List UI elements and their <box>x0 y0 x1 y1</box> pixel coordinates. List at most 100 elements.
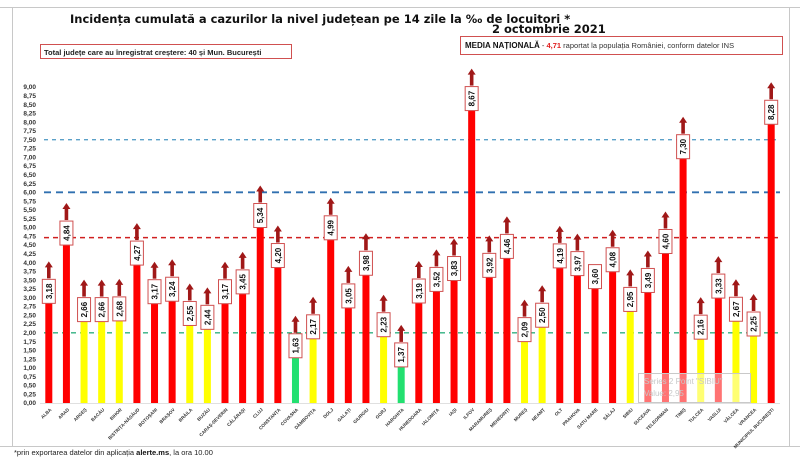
national-average-value: 4,71 <box>546 41 562 50</box>
value-label: 3,92 <box>485 257 494 273</box>
y-tick-label: 6,25 <box>23 181 36 188</box>
trend-up-arrow-icon <box>714 256 723 263</box>
bar <box>450 268 458 403</box>
value-label-box <box>341 283 356 309</box>
y-tick-label: 0,75 <box>23 374 36 381</box>
footnote: *prin exportarea datelor din aplicația a… <box>14 448 213 457</box>
value-label-box <box>711 273 726 299</box>
x-tick-label: TIMIȘ <box>675 407 688 420</box>
bar <box>521 329 529 403</box>
value-label-box <box>623 286 638 312</box>
trend-up-arrow-icon <box>555 225 564 232</box>
trend-up-arrow-icon <box>80 279 89 286</box>
x-tick-label: SIBIU <box>622 407 635 420</box>
trend-up-arrow-shaft <box>469 73 474 86</box>
trend-up-arrow-icon <box>502 216 511 223</box>
value-label-box <box>411 278 426 304</box>
tooltip-series-point: Series 2 Point "SIBIU" <box>644 377 723 386</box>
bar <box>45 291 53 403</box>
trend-up-arrow-icon <box>731 279 740 286</box>
bar <box>151 291 159 403</box>
value-label-box <box>676 134 691 160</box>
value-label: 4,08 <box>609 251 618 267</box>
value-label: 3,33 <box>714 278 723 294</box>
x-tick-label: CĂLĂRAȘI <box>225 406 247 428</box>
x-tick-label: BUZĂU <box>195 406 211 422</box>
footnote-suffix: , la ora 10.00 <box>169 448 213 457</box>
national-average-note: raportat la populația României, conform … <box>561 41 735 50</box>
bar <box>256 215 264 403</box>
value-label: 3,45 <box>239 274 248 290</box>
bar <box>626 299 634 403</box>
x-tick-label: OLT <box>554 407 564 417</box>
y-tick-label: 4,50 <box>23 242 36 249</box>
bar <box>291 345 299 403</box>
trend-up-arrow-icon <box>97 279 106 286</box>
y-tick-label: 8,00 <box>23 119 36 126</box>
national-average-separator: - <box>539 41 547 50</box>
y-tick-label: 8,25 <box>23 111 36 118</box>
tooltip-value: Value: 2,95 <box>644 389 684 398</box>
footnote-prefix: *prin exportarea datelor din aplicația <box>14 448 137 457</box>
trend-up-arrow-icon <box>203 287 212 294</box>
trend-up-arrow-icon <box>309 296 318 303</box>
trend-up-arrow-shaft <box>47 266 51 279</box>
bar <box>767 112 775 403</box>
value-label: 4,27 <box>133 245 142 261</box>
bar <box>115 308 123 403</box>
y-tick-label: 1,50 <box>23 348 36 355</box>
x-tick-label: NEAMȚ <box>531 407 546 422</box>
trend-up-arrow-icon <box>467 68 476 75</box>
trend-up-arrow-icon <box>696 297 705 304</box>
x-tick-label: ARGEȘ <box>73 407 89 423</box>
bar <box>239 281 247 403</box>
value-label-box <box>218 279 232 305</box>
value-label: 7,30 <box>679 138 688 154</box>
value-label: 4,46 <box>503 238 512 254</box>
bar <box>432 279 440 403</box>
trend-up-arrow-shaft <box>293 320 298 333</box>
value-label-box <box>94 297 109 323</box>
bar <box>415 290 423 403</box>
y-tick-label: 7,50 <box>23 137 36 144</box>
bar <box>644 280 652 403</box>
value-label-box <box>517 317 532 343</box>
trend-up-arrow-shaft <box>99 284 104 297</box>
value-label: 8,28 <box>767 104 776 120</box>
y-tick-label: 4,75 <box>23 233 36 240</box>
x-tick-label: IAȘI <box>448 407 459 418</box>
bar <box>168 289 176 403</box>
trend-up-arrow-shaft <box>681 121 685 134</box>
trend-up-arrow-shaft <box>751 299 756 311</box>
trend-up-arrow-icon <box>115 278 124 285</box>
bar <box>538 315 546 403</box>
value-label: 4,84 <box>62 225 71 241</box>
trend-up-arrow-shaft <box>487 240 492 253</box>
trend-up-arrow-shaft <box>434 254 439 267</box>
x-tick-label: TULCEA <box>688 407 705 424</box>
trend-up-arrow-shaft <box>346 270 351 283</box>
y-tick-label: 5,00 <box>23 225 36 232</box>
bar <box>221 291 229 403</box>
trend-up-arrow-shaft <box>276 230 280 243</box>
value-label: 2,66 <box>98 301 107 317</box>
trend-up-arrow-shaft <box>64 208 69 221</box>
trend-up-arrow-shaft <box>205 292 210 305</box>
x-tick-label: BISTRIȚA-NĂSĂUD <box>106 406 141 441</box>
trend-up-arrow-icon <box>679 116 688 123</box>
value-label: 4,60 <box>661 233 670 249</box>
value-label-box <box>570 251 585 277</box>
bar <box>556 255 564 403</box>
trend-up-arrow-icon <box>168 259 177 266</box>
x-tick-label: BOTOȘANI <box>138 407 159 428</box>
value-label: 3,05 <box>344 288 353 304</box>
trend-up-arrow-icon <box>150 261 159 268</box>
value-label: 2,95 <box>626 291 635 307</box>
bar <box>344 295 352 403</box>
chart-tooltip: Series 2 Point "SIBIU" Value: 2,95 <box>638 373 751 403</box>
y-tick-label: 7,25 <box>23 146 36 153</box>
y-tick-label: 1,00 <box>23 365 36 372</box>
bar <box>468 98 476 403</box>
x-tick-label: BIHOR <box>109 407 123 421</box>
chart-title: Incidența cumulată a cazurilor la nivel … <box>70 12 571 26</box>
